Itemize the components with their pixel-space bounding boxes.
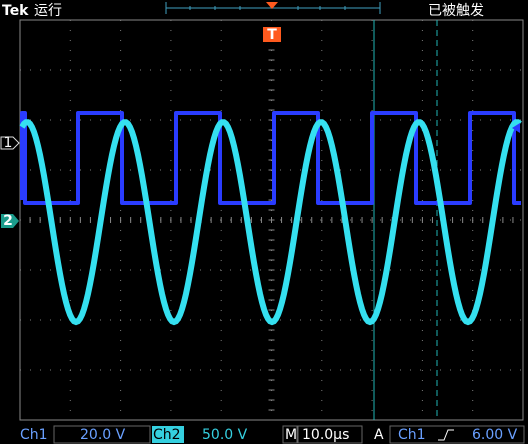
graticule-border — [19, 19, 524, 421]
trigger-level-arrow — [512, 123, 520, 133]
time-label-box — [282, 425, 298, 444]
ch1-label: Ch1 — [20, 427, 48, 443]
trigger-mode: A — [374, 427, 384, 443]
trigger-marker: T — [267, 27, 277, 43]
ch2-label: Ch2 — [153, 427, 181, 443]
record-bracket — [165, 2, 381, 14]
run-status: 运行 — [34, 3, 62, 19]
trigger-state: 已被触发 — [428, 3, 484, 19]
brand: Tek — [2, 3, 29, 19]
trigger-level: 6.00 V — [472, 427, 518, 443]
time-scale: 10.0µs — [302, 427, 349, 443]
trigger-source: Ch1 — [398, 427, 426, 443]
slope-icon — [438, 429, 454, 441]
ch1-scale: 20.0 V — [80, 427, 126, 443]
ch2-label-box — [152, 426, 184, 443]
ch1-marker-box — [0, 136, 20, 150]
time-label: M — [285, 427, 297, 443]
ch1-waveform — [20, 111, 521, 205]
ch1-scale-box — [53, 425, 151, 444]
ch1-marker: 1 — [4, 135, 13, 151]
ch2-marker-box — [1, 214, 19, 228]
ch2-scale: 50.0 V — [202, 427, 248, 443]
trigger-position — [266, 2, 278, 9]
time-scale-box — [297, 425, 363, 444]
ch2-waveform — [19, 119, 522, 326]
record-ticks — [189, 6, 346, 10]
trigger-marker-box — [263, 27, 281, 42]
ch2-marker: 2 — [3, 213, 13, 229]
trigger-box — [389, 425, 525, 444]
